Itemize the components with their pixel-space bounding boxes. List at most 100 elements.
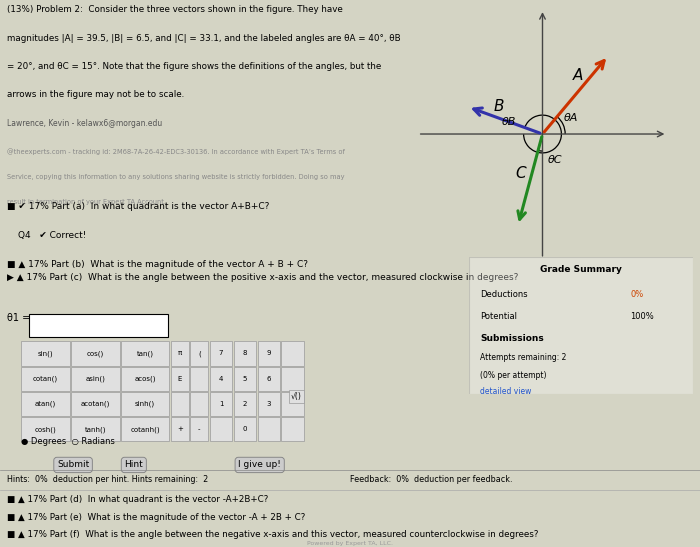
Text: 8: 8 bbox=[243, 351, 247, 357]
Text: 0%: 0% bbox=[630, 290, 643, 299]
Text: 6: 6 bbox=[267, 376, 271, 382]
Text: atan(): atan() bbox=[35, 401, 56, 408]
Text: (13%) Problem 2:  Consider the three vectors shown in the figure. They have: (13%) Problem 2: Consider the three vect… bbox=[7, 5, 343, 14]
Bar bbox=[210, 341, 232, 365]
Text: ● Degrees  ○ Radians: ● Degrees ○ Radians bbox=[21, 437, 115, 446]
Bar bbox=[210, 417, 232, 441]
Text: E: E bbox=[178, 376, 182, 382]
Text: 0: 0 bbox=[243, 426, 247, 432]
Text: Attempts remaining: 2: Attempts remaining: 2 bbox=[480, 353, 566, 362]
Text: Hint: Hint bbox=[125, 461, 144, 469]
Text: A: A bbox=[573, 67, 583, 83]
Bar bbox=[258, 366, 280, 391]
Text: magnitudes |A| = 39.5, |B| = 6.5, and |C| = 33.1, and the labeled angles are θA : magnitudes |A| = 39.5, |B| = 6.5, and |C… bbox=[7, 33, 400, 43]
Text: cotan(): cotan() bbox=[33, 376, 58, 382]
Text: Q4   ✔ Correct!: Q4 ✔ Correct! bbox=[18, 231, 86, 241]
Text: I give up!: I give up! bbox=[238, 461, 281, 469]
Bar bbox=[71, 366, 120, 391]
Text: (: ( bbox=[198, 350, 201, 357]
Bar bbox=[21, 366, 69, 391]
Bar bbox=[121, 392, 169, 416]
Bar bbox=[71, 392, 120, 416]
Text: 1: 1 bbox=[219, 401, 223, 407]
Bar bbox=[190, 341, 209, 365]
Text: Deductions: Deductions bbox=[480, 290, 528, 299]
Bar bbox=[190, 366, 209, 391]
Text: detailed view: detailed view bbox=[480, 387, 531, 396]
Text: √(): √() bbox=[291, 392, 302, 401]
Bar bbox=[281, 366, 304, 391]
Text: arrows in the figure may not be to scale.: arrows in the figure may not be to scale… bbox=[7, 90, 184, 98]
Bar bbox=[258, 417, 280, 441]
Text: sinh(): sinh() bbox=[135, 401, 155, 408]
Bar bbox=[234, 417, 256, 441]
Text: ■ ▲ 17% Part (f)  What is the angle between the negative x-axis and this vector,: ■ ▲ 17% Part (f) What is the angle betwe… bbox=[7, 529, 538, 539]
Text: 100%: 100% bbox=[630, 312, 654, 321]
Text: θC: θC bbox=[548, 155, 563, 165]
Text: (0% per attempt): (0% per attempt) bbox=[480, 371, 547, 380]
Text: Service, copying this information to any solutions sharing website is strictly f: Service, copying this information to any… bbox=[7, 173, 344, 179]
Bar bbox=[258, 392, 280, 416]
Text: Submissions: Submissions bbox=[480, 334, 544, 342]
Bar bbox=[234, 392, 256, 416]
Text: Potential: Potential bbox=[480, 312, 517, 321]
Bar bbox=[190, 392, 209, 416]
Text: acotan(): acotan() bbox=[80, 401, 110, 408]
Text: Grade Summary: Grade Summary bbox=[540, 265, 622, 274]
Text: Submit: Submit bbox=[57, 461, 89, 469]
Text: θB: θB bbox=[501, 117, 516, 127]
Text: θA: θA bbox=[564, 113, 578, 123]
Text: tanh(): tanh() bbox=[85, 426, 106, 433]
Text: tan(): tan() bbox=[136, 350, 153, 357]
Text: π: π bbox=[178, 351, 182, 357]
Text: -: - bbox=[198, 426, 201, 432]
Bar bbox=[121, 417, 169, 441]
Text: 4: 4 bbox=[219, 376, 223, 382]
Bar bbox=[210, 366, 232, 391]
Bar bbox=[71, 417, 120, 441]
Text: sin(): sin() bbox=[38, 350, 53, 357]
Text: acos(): acos() bbox=[134, 376, 156, 382]
Text: C: C bbox=[515, 166, 526, 181]
Text: Lawrence, Kevin - kelawx6@morgan.edu: Lawrence, Kevin - kelawx6@morgan.edu bbox=[7, 119, 162, 127]
Bar bbox=[281, 392, 304, 416]
Text: = 20°, and θC = 15°. Note that the figure shows the definitions of the angles, b: = 20°, and θC = 15°. Note that the figur… bbox=[7, 62, 382, 71]
Text: asin(): asin() bbox=[85, 376, 105, 382]
Text: @theexperts.com - tracking id: 2M68-7A-26-42-EDC3-30136. In accordance with Expe: @theexperts.com - tracking id: 2M68-7A-2… bbox=[7, 148, 345, 155]
Bar bbox=[21, 341, 69, 365]
Bar bbox=[171, 341, 189, 365]
Text: 3: 3 bbox=[267, 401, 271, 407]
Bar bbox=[281, 417, 304, 441]
Bar bbox=[171, 417, 189, 441]
Bar bbox=[234, 366, 256, 391]
Text: ■ ▲ 17% Part (e)  What is the magnitude of the vector -A + 2B + C?: ■ ▲ 17% Part (e) What is the magnitude o… bbox=[7, 513, 305, 521]
Text: Feedback:  0%  deduction per feedback.: Feedback: 0% deduction per feedback. bbox=[350, 475, 512, 485]
Text: cotanh(): cotanh() bbox=[130, 426, 160, 433]
Text: B: B bbox=[494, 98, 505, 114]
Bar bbox=[258, 341, 280, 365]
Bar bbox=[21, 392, 69, 416]
Text: ■ ✔ 17% Part (a)  In what quadrant is the vector A+B+C?: ■ ✔ 17% Part (a) In what quadrant is the… bbox=[7, 202, 270, 211]
Bar bbox=[121, 341, 169, 365]
Bar bbox=[234, 341, 256, 365]
Text: 7: 7 bbox=[219, 351, 223, 357]
Text: ■ ▲ 17% Part (d)  In what quadrant is the vector -A+2B+C?: ■ ▲ 17% Part (d) In what quadrant is the… bbox=[7, 496, 268, 504]
Bar bbox=[281, 341, 304, 365]
Bar bbox=[71, 341, 120, 365]
Text: ■ ▲ 17% Part (b)  What is the magnitude of the vector A + B + C?: ■ ▲ 17% Part (b) What is the magnitude o… bbox=[7, 260, 308, 269]
Bar bbox=[171, 366, 189, 391]
Text: +: + bbox=[177, 426, 183, 432]
Text: 2: 2 bbox=[243, 401, 247, 407]
Text: 9: 9 bbox=[267, 351, 271, 357]
Bar bbox=[190, 417, 209, 441]
Bar bbox=[21, 417, 69, 441]
Text: cos(): cos() bbox=[87, 350, 104, 357]
Bar bbox=[210, 392, 232, 416]
Text: cosh(): cosh() bbox=[34, 426, 56, 433]
FancyBboxPatch shape bbox=[29, 313, 167, 337]
Text: 5: 5 bbox=[243, 376, 247, 382]
Text: Hints:  0%  deduction per hint. Hints remaining:  2: Hints: 0% deduction per hint. Hints rema… bbox=[7, 475, 209, 485]
Text: ▶ ▲ 17% Part (c)  What is the angle between the positive x-axis and the vector, : ▶ ▲ 17% Part (c) What is the angle betwe… bbox=[7, 274, 519, 282]
Bar bbox=[121, 366, 169, 391]
Text: result in termination of your Expert TA Account.: result in termination of your Expert TA … bbox=[7, 199, 166, 205]
